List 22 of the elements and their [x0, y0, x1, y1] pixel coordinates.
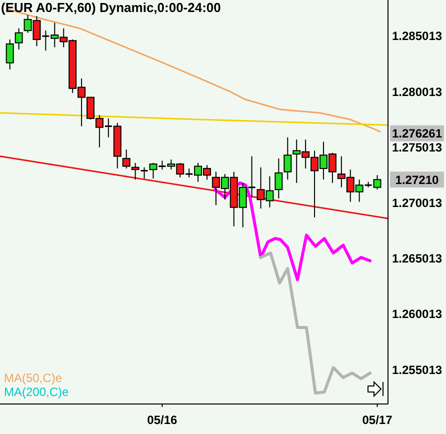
- y-tick-label: 1.255013: [392, 362, 442, 377]
- annotation: 1.276261: [392, 126, 442, 141]
- annotation: 1.27210: [395, 172, 440, 187]
- y-tick-label: 1.275013: [392, 140, 442, 154]
- candlestick: [131, 162, 140, 180]
- candlestick: [274, 158, 283, 199]
- candlestick: [14, 28, 23, 50]
- candlestick: [122, 149, 130, 169]
- chart-title: (EUR A0-FX,60) Dynamic,0:00-24:00: [1, 0, 221, 15]
- candlestick: [284, 136, 292, 180]
- y-tick-label: 1.280013: [392, 84, 442, 99]
- y-tick-label: 1.265013: [392, 252, 442, 266]
- y-tick-label: 1.285013: [392, 29, 442, 44]
- candlestick: [140, 166, 149, 179]
- line-series: [259, 251, 372, 395]
- candlestick: [6, 38, 14, 70]
- y-tick-label: 1.260013: [392, 307, 442, 322]
- annotation: MA(200,C)e: [4, 385, 70, 399]
- text: MA(50,C)e: [4, 371, 62, 385]
- x-tick-label: 05/17: [362, 413, 393, 427]
- y-tick-label: 1.270013: [392, 196, 442, 210]
- x-tick-label: 05/16: [147, 413, 178, 427]
